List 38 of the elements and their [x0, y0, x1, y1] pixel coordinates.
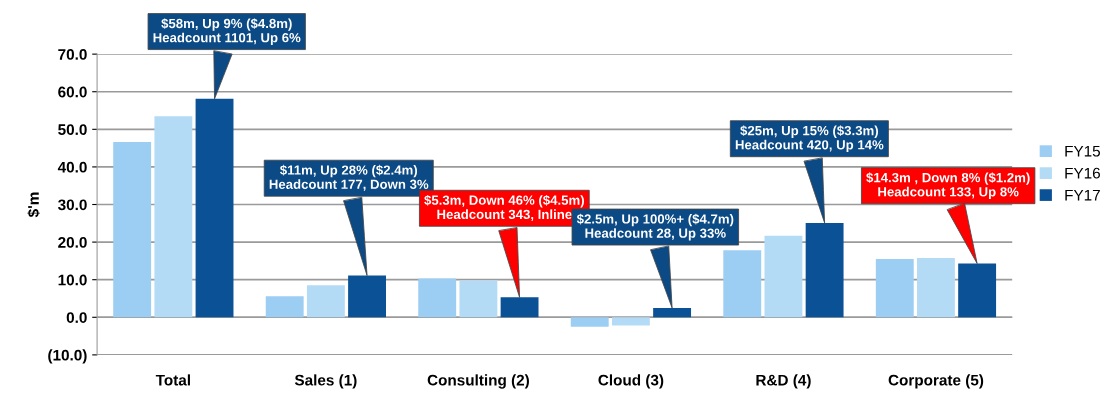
x-tick-label: Total	[155, 374, 190, 386]
bar	[917, 257, 955, 318]
bar	[875, 259, 914, 318]
bar	[570, 317, 609, 327]
annotation: $14.3m , Down 8% ($1.2m) Headcount 133, Up 8%	[866, 172, 1030, 200]
text: $58m, Up 9% ($4.8m) Headcount 1101, Up 6%	[153, 18, 301, 45]
x-tick-label: Corporate (5)	[888, 374, 984, 389]
bar	[611, 317, 650, 326]
bar	[154, 116, 193, 318]
legend-label: FY15	[1065, 145, 1101, 157]
y-tick-label: 40.0	[57, 161, 87, 173]
bar	[653, 307, 692, 318]
bar	[459, 280, 498, 318]
y-tick-label: 70.0	[58, 49, 87, 60]
annotation: $11m, Up 28% ($2.4m) Headcount 177, Down 3%	[269, 164, 429, 191]
x-tick-label: Cloud (3)	[598, 374, 664, 389]
bar	[764, 235, 803, 318]
y-axis-title: $'m	[27, 192, 40, 218]
y-tick-label: (10.0)	[48, 349, 87, 364]
x-tick-label: R&D (4)	[756, 374, 811, 389]
bar	[113, 142, 152, 318]
bar	[265, 296, 304, 318]
annotation: $25m, Up 15% ($3.3m) Headcount 420, Up 14%	[735, 125, 884, 153]
bar	[723, 250, 762, 318]
x-tick-label: Sales (1)	[294, 374, 357, 389]
y-tick-label: 10.0	[58, 274, 87, 286]
legend-label: FY16	[1065, 167, 1100, 179]
y-tick-label: 30.0	[57, 199, 87, 211]
bar	[418, 278, 457, 318]
y-tick-label: 60.0	[58, 86, 87, 98]
legend-label: FY17	[1065, 189, 1100, 201]
bar	[306, 285, 345, 318]
annotation: $2.5m, Up 100%+ ($4.7m) Headcount 28, Up 33%	[576, 213, 734, 241]
x-tick-label: Consulting (2)	[427, 374, 529, 389]
bar	[500, 297, 539, 318]
y-tick-label: 20.0	[58, 236, 87, 248]
y-tick-label: 0.0	[66, 312, 87, 323]
y-tick-label: 50.0	[58, 124, 87, 136]
